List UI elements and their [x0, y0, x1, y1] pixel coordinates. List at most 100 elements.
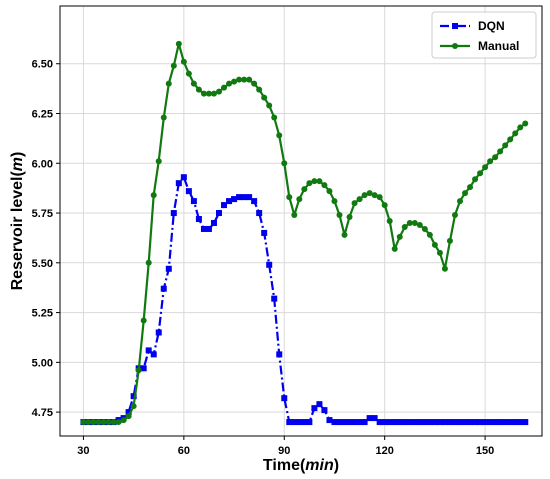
data-point-dqn: [231, 196, 238, 203]
x-tick-label: 150: [476, 445, 494, 457]
data-point-manual: [195, 86, 202, 93]
data-point-dqn: [291, 419, 298, 426]
data-point-manual: [90, 419, 97, 426]
y-tick-label: 6.00: [32, 158, 53, 170]
data-point-dqn: [160, 285, 167, 292]
data-point-manual: [140, 317, 147, 324]
data-point-manual: [416, 221, 423, 228]
data-point-manual: [421, 225, 428, 232]
data-point-manual: [331, 198, 338, 205]
data-point-manual: [502, 142, 509, 149]
data-point-dqn: [522, 419, 529, 426]
data-point-dqn: [195, 216, 202, 223]
y-axis-title: Reservoir level(m): [9, 152, 26, 291]
data-point-dqn: [421, 419, 428, 426]
data-point-dqn: [241, 194, 248, 201]
data-point-manual: [446, 237, 453, 244]
data-point-dqn: [381, 419, 388, 426]
data-point-dqn: [446, 419, 453, 426]
x-axis-title-close: ): [334, 457, 339, 474]
data-point-dqn: [301, 419, 308, 426]
data-point-manual: [336, 212, 343, 219]
data-point-dqn: [271, 295, 278, 302]
data-point-dqn: [376, 419, 383, 426]
data-point-dqn: [321, 407, 328, 414]
data-point-manual: [522, 120, 529, 127]
data-point-manual: [110, 419, 117, 426]
data-point-dqn: [180, 174, 187, 181]
data-point-dqn: [190, 198, 197, 205]
x-axis-title-main: Time(: [263, 457, 306, 474]
y-tick-label: 5.25: [32, 308, 53, 320]
data-point-manual: [351, 200, 358, 207]
data-point-manual: [517, 124, 524, 131]
data-point-manual: [155, 158, 162, 165]
series-dqn: [80, 174, 529, 426]
x-axis-title-unit: min: [305, 457, 334, 474]
data-point-manual: [180, 58, 187, 65]
data-point-manual: [125, 413, 132, 420]
data-point-dqn: [487, 419, 494, 426]
data-point-manual: [296, 196, 303, 203]
data-point-manual: [291, 212, 298, 219]
data-point-manual: [492, 154, 499, 161]
data-point-manual: [436, 249, 443, 256]
plot-frame: [59, 5, 543, 437]
data-point-manual: [266, 102, 273, 109]
data-point-dqn: [451, 419, 458, 426]
data-point-dqn: [276, 351, 283, 358]
data-point-dqn: [205, 225, 212, 232]
data-point-manual: [185, 70, 192, 77]
legend-marker-dqn: [452, 23, 458, 29]
data-point-manual: [281, 160, 288, 167]
data-point-manual: [215, 88, 222, 95]
data-point-dqn: [492, 419, 499, 426]
data-point-manual: [507, 136, 514, 143]
data-point-dqn: [512, 419, 519, 426]
data-point-manual: [286, 194, 293, 201]
data-point-dqn: [396, 419, 403, 426]
series-line-dqn: [83, 176, 526, 424]
data-point-dqn: [351, 419, 358, 426]
data-point-manual: [105, 419, 112, 426]
data-point-dqn: [210, 219, 217, 226]
data-point-manual: [346, 214, 353, 221]
data-point-manual: [487, 158, 494, 165]
data-point-manual: [431, 241, 438, 248]
data-point-dqn: [215, 210, 222, 217]
data-point-dqn: [431, 419, 438, 426]
data-point-dqn: [441, 419, 448, 426]
data-point-dqn: [266, 261, 273, 268]
data-point-manual: [130, 403, 137, 410]
grid: [60, 6, 542, 436]
data-point-manual: [160, 114, 167, 121]
data-point-dqn: [185, 188, 192, 195]
data-point-manual: [441, 265, 448, 272]
x-axis-title: Time(min): [263, 457, 339, 474]
data-point-dqn: [331, 419, 338, 426]
data-point-manual: [261, 94, 268, 101]
data-point-manual: [135, 367, 142, 374]
series-layer: [80, 40, 529, 426]
data-point-manual: [406, 219, 413, 226]
y-axis-title-main: Reservoir level(: [9, 171, 26, 291]
data-point-dqn: [261, 229, 268, 236]
data-point-manual: [276, 132, 283, 139]
data-point-manual: [462, 190, 469, 197]
y-axis-title-close: ): [9, 152, 26, 157]
data-point-dqn: [346, 419, 353, 426]
data-point-manual: [120, 417, 127, 424]
data-point-dqn: [145, 347, 152, 354]
data-point-dqn: [281, 395, 288, 402]
data-point-dqn: [336, 419, 343, 426]
data-point-manual: [512, 130, 519, 137]
data-point-dqn: [507, 419, 514, 426]
data-point-manual: [271, 114, 278, 121]
data-point-dqn: [236, 194, 243, 201]
y-tick-label: 5.50: [32, 258, 53, 270]
x-tick-label: 60: [178, 445, 190, 457]
data-point-manual: [376, 194, 383, 201]
data-point-manual: [246, 76, 253, 83]
data-point-manual: [231, 78, 238, 85]
data-point-manual: [100, 419, 107, 426]
